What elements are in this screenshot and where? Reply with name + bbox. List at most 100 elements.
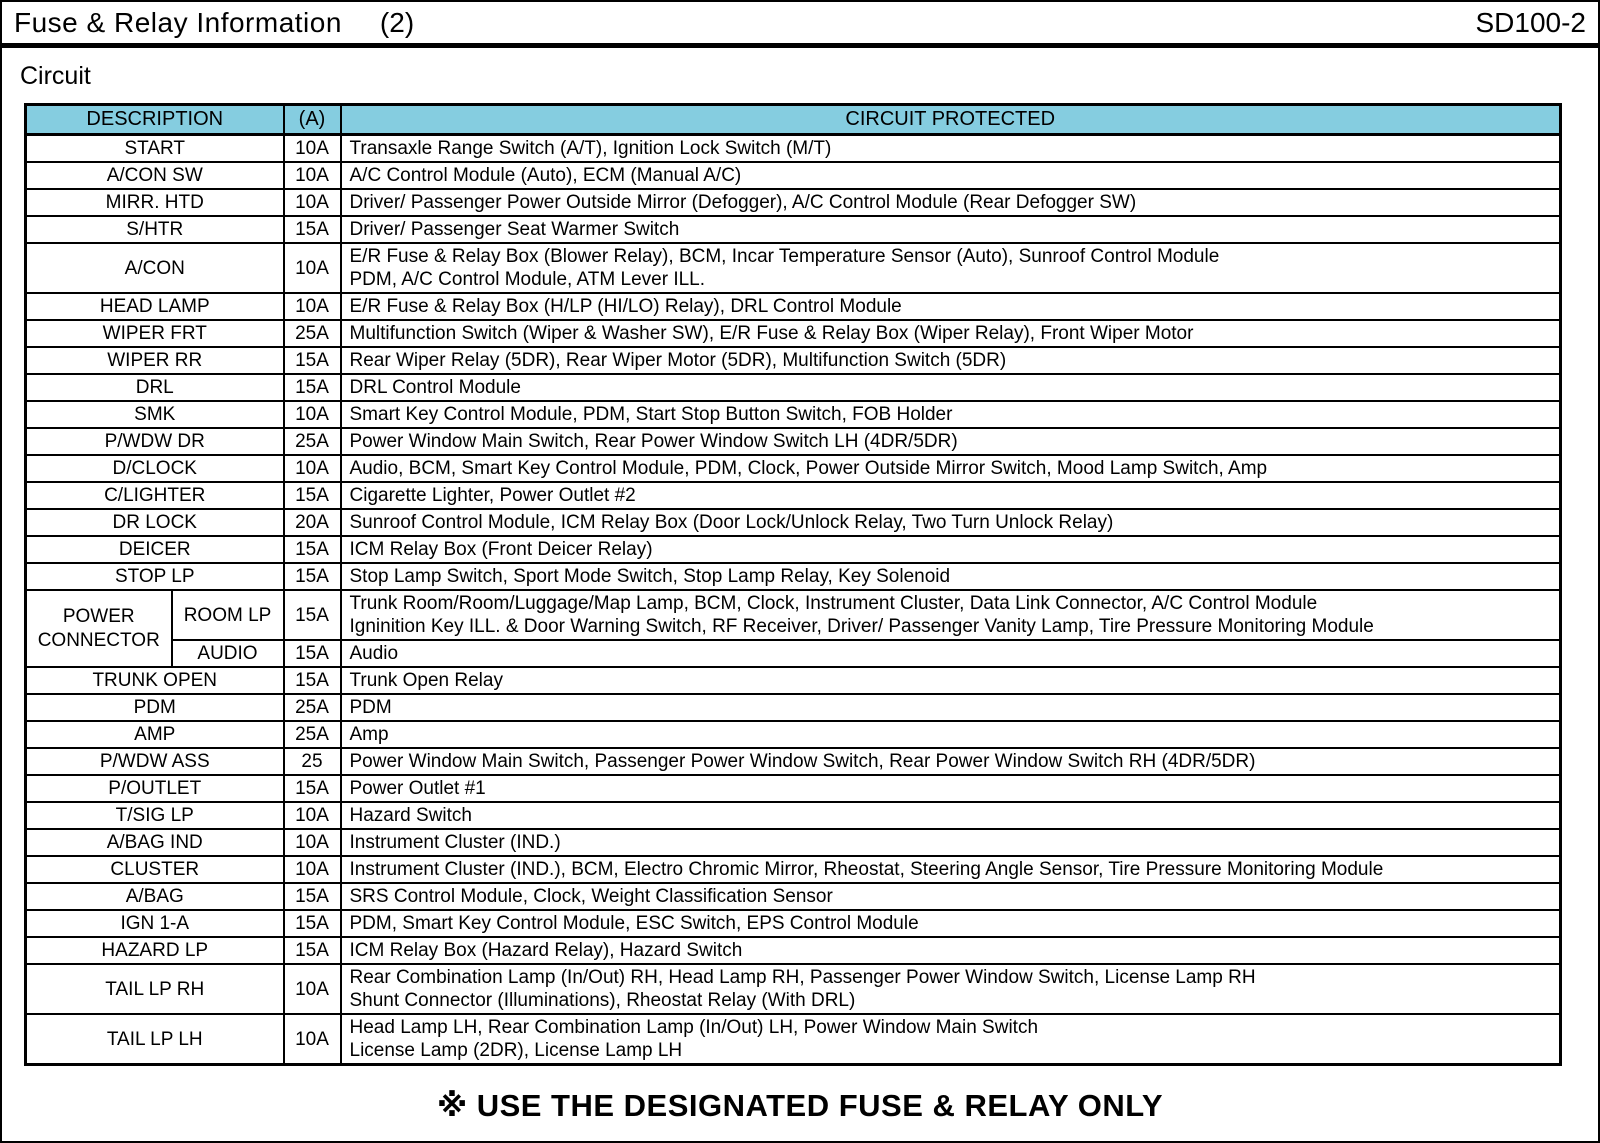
fuse-amperage: 15A bbox=[282, 882, 342, 911]
fuse-description: C/LIGHTER bbox=[24, 481, 285, 510]
fuse-description: HEAD LAMP bbox=[24, 292, 285, 321]
table-row: DR LOCK 20A Sunroof Control Module, ICM … bbox=[24, 508, 1562, 537]
circuit-protected: Hazard Switch bbox=[339, 801, 1562, 830]
fuse-description: TRUNK OPEN bbox=[24, 666, 285, 695]
circuit-protected: Instrument Cluster (IND.) bbox=[339, 828, 1562, 857]
table-row: S/HTR 15A Driver/ Passenger Seat Warmer … bbox=[24, 215, 1562, 244]
fuse-description: CLUSTER bbox=[24, 855, 285, 884]
fuse-description: WIPER RR bbox=[24, 346, 285, 375]
circuit-protected: Rear Combination Lamp (In/Out) RH, Head … bbox=[339, 963, 1562, 1015]
circuit-protected: Audio bbox=[339, 639, 1562, 668]
table-row: WIPER RR 15A Rear Wiper Relay (5DR), Rea… bbox=[24, 346, 1562, 375]
fuse-amperage: 20A bbox=[282, 508, 342, 537]
circuit-protected: PDM, Smart Key Control Module, ESC Switc… bbox=[339, 909, 1562, 938]
fuse-description: WIPER FRT bbox=[24, 319, 285, 348]
circuit-protected: ICM Relay Box (Front Deicer Relay) bbox=[339, 535, 1562, 564]
table-row: A/CON SW 10A A/C Control Module (Auto), … bbox=[24, 161, 1562, 190]
table-row: CLUSTER 10A Instrument Cluster (IND.), B… bbox=[24, 855, 1562, 884]
circuit-protected: DRL Control Module bbox=[339, 373, 1562, 402]
fuse-amperage: 10A bbox=[282, 133, 342, 163]
fuse-description: A/CON SW bbox=[24, 161, 285, 190]
fuse-amperage: 25A bbox=[282, 427, 342, 456]
fuse-amperage: 15A bbox=[282, 535, 342, 564]
circuit-protected: Power Window Main Switch, Rear Power Win… bbox=[339, 427, 1562, 456]
table-row: HEAD LAMP 10A E/R Fuse & Relay Box (H/LP… bbox=[24, 292, 1562, 321]
table-row: P/WDW ASS 25 Power Window Main Switch, P… bbox=[24, 747, 1562, 776]
circuit-protected: E/R Fuse & Relay Box (Blower Relay), BCM… bbox=[339, 242, 1562, 294]
page-title: Fuse & Relay Information bbox=[14, 6, 342, 38]
fuse-amperage: 25A bbox=[282, 319, 342, 348]
table-row: START 10A Transaxle Range Switch (A/T), … bbox=[24, 133, 1562, 163]
circuit-protected: Multifunction Switch (Wiper & Washer SW)… bbox=[339, 319, 1562, 348]
table-row: WIPER FRT 25A Multifunction Switch (Wipe… bbox=[24, 319, 1562, 348]
table-row: MIRR. HTD 10A Driver/ Passenger Power Ou… bbox=[24, 188, 1562, 217]
table-row: A/BAG 15A SRS Control Module, Clock, Wei… bbox=[24, 882, 1562, 911]
fuse-description: DEICER bbox=[24, 535, 285, 564]
title-bar: Fuse & Relay Information (2) SD100-2 bbox=[2, 2, 1598, 48]
table-row: TRUNK OPEN 15A Trunk Open Relay bbox=[24, 666, 1562, 695]
fuse-description: P/OUTLET bbox=[24, 774, 285, 803]
fuse-description: DRL bbox=[24, 373, 285, 402]
fuse-description: TAIL LP RH bbox=[24, 963, 285, 1015]
fuse-amperage: 10A bbox=[282, 161, 342, 190]
table-row: C/LIGHTER 15A Cigarette Lighter, Power O… bbox=[24, 481, 1562, 510]
fuse-description: AMP bbox=[24, 720, 285, 749]
fuse-amperage: 10A bbox=[282, 292, 342, 321]
table-row: A/BAG IND 10A Instrument Cluster (IND.) bbox=[24, 828, 1562, 857]
fuse-description: SMK bbox=[24, 400, 285, 429]
section-label: Circuit bbox=[20, 62, 91, 90]
table-row: P/WDW DR 25A Power Window Main Switch, R… bbox=[24, 427, 1562, 456]
circuit-protected: Power Outlet #1 bbox=[339, 774, 1562, 803]
circuit-protected: Head Lamp LH, Rear Combination Lamp (In/… bbox=[339, 1013, 1562, 1066]
circuit-protected: Audio, BCM, Smart Key Control Module, PD… bbox=[339, 454, 1562, 483]
circuit-protected: Trunk Room/Room/Luggage/Map Lamp, BCM, C… bbox=[339, 589, 1562, 641]
fuse-group-label: POWER CONNECTOR bbox=[24, 589, 173, 668]
fuse-description: MIRR. HTD bbox=[24, 188, 285, 217]
fuse-description: P/WDW ASS bbox=[24, 747, 285, 776]
circuit-protected: Power Window Main Switch, Passenger Powe… bbox=[339, 747, 1562, 776]
table-row: SMK 10A Smart Key Control Module, PDM, S… bbox=[24, 400, 1562, 429]
fuse-description: D/CLOCK bbox=[24, 454, 285, 483]
circuit-protected: Sunroof Control Module, ICM Relay Box (D… bbox=[339, 508, 1562, 537]
table-row: DRL 15A DRL Control Module bbox=[24, 373, 1562, 402]
table-row: T/SIG LP 10A Hazard Switch bbox=[24, 801, 1562, 830]
circuit-protected: PDM bbox=[339, 693, 1562, 722]
fuse-description: A/BAG bbox=[24, 882, 285, 911]
circuit-protected: Driver/ Passenger Seat Warmer Switch bbox=[339, 215, 1562, 244]
table-row: POWER CONNECTOR ROOM LP 15A Trunk Room/R… bbox=[24, 589, 1562, 668]
fuse-amperage: 10A bbox=[282, 242, 342, 294]
table-row: PDM 25A PDM bbox=[24, 693, 1562, 722]
table-row: AUDIO 15A Audio bbox=[26, 639, 1562, 668]
fuse-amperage: 15A bbox=[282, 666, 342, 695]
fuse-amperage: 10A bbox=[282, 801, 342, 830]
circuit-protected: Transaxle Range Switch (A/T), Ignition L… bbox=[339, 133, 1562, 163]
fuse-description: S/HTR bbox=[24, 215, 285, 244]
title-left: Fuse & Relay Information (2) bbox=[14, 7, 414, 39]
circuit-protected: ICM Relay Box (Hazard Relay), Hazard Swi… bbox=[339, 936, 1562, 965]
table-row: IGN 1-A 15A PDM, Smart Key Control Modul… bbox=[24, 909, 1562, 938]
fuse-description: A/CON bbox=[24, 242, 285, 294]
table-row: DEICER 15A ICM Relay Box (Front Deicer R… bbox=[24, 535, 1562, 564]
table-header-row: DESCRIPTION (A) CIRCUIT PROTECTED bbox=[24, 103, 1562, 136]
fuse-amperage: 10A bbox=[282, 188, 342, 217]
fuse-description: AUDIO bbox=[170, 639, 285, 668]
fuse-description: A/BAG IND bbox=[24, 828, 285, 857]
fuse-amperage: 10A bbox=[282, 1013, 342, 1066]
fuse-amperage: 25A bbox=[282, 720, 342, 749]
fuse-amperage: 15A bbox=[282, 589, 342, 641]
page-code: SD100-2 bbox=[1475, 6, 1586, 38]
circuit-protected: E/R Fuse & Relay Box (H/LP (HI/LO) Relay… bbox=[339, 292, 1562, 321]
fuse-amperage: 15A bbox=[282, 481, 342, 510]
fuse-amperage: 10A bbox=[282, 855, 342, 884]
fuse-relay-table: DESCRIPTION (A) CIRCUIT PROTECTED START … bbox=[24, 103, 1562, 1066]
page-title-number: (2) bbox=[379, 6, 415, 38]
fuse-amperage: 10A bbox=[282, 454, 342, 483]
circuit-protected: Cigarette Lighter, Power Outlet #2 bbox=[339, 481, 1562, 510]
table-row: P/OUTLET 15A Power Outlet #1 bbox=[24, 774, 1562, 803]
table-row: STOP LP 15A Stop Lamp Switch, Sport Mode… bbox=[24, 562, 1562, 591]
fuse-amperage: 25 bbox=[282, 747, 342, 776]
circuit-protected: Rear Wiper Relay (5DR), Rear Wiper Motor… bbox=[339, 346, 1562, 375]
fuse-description: T/SIG LP bbox=[24, 801, 285, 830]
fuse-description: HAZARD LP bbox=[24, 936, 285, 965]
fuse-amperage: 15A bbox=[282, 562, 342, 591]
